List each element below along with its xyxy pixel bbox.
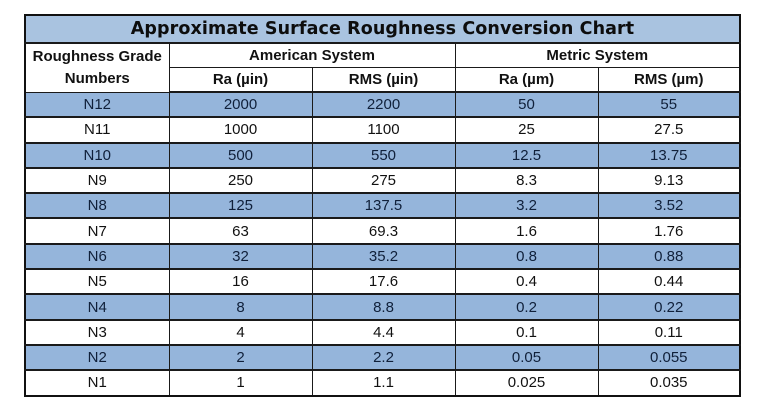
metric-ra-cell: 0.1 <box>454 319 599 346</box>
metric-rms-cell: 13.75 <box>597 142 741 169</box>
roughness-conversion-table: Approximate Surface Roughness Conversion… <box>24 14 742 397</box>
grade-header-line1: Roughness Grade <box>32 47 162 65</box>
table-row: N12 2000 2200 50 55 <box>24 91 741 119</box>
american-rms-cell: 1.1 <box>311 369 456 396</box>
american-ra-cell: 250 <box>168 167 313 195</box>
grade-cell: N11 <box>24 116 170 144</box>
metric-rms-cell: 0.035 <box>597 369 741 396</box>
table-row: N10 500 550 12.5 13.75 <box>24 142 741 169</box>
grade-cell: N1 <box>24 369 170 396</box>
metric-rms-cell: 3.52 <box>597 192 741 220</box>
american-rms-cell: 17.6 <box>311 268 456 296</box>
metric-rms-cell: 55 <box>597 91 741 119</box>
american-rms-cell: 137.5 <box>311 192 456 220</box>
american-ra-cell: 125 <box>168 192 313 220</box>
american-ra-cell: 1000 <box>168 116 313 144</box>
table-row: N6 32 35.2 0.8 0.88 <box>24 243 741 271</box>
american-ra-cell: 500 <box>168 142 313 169</box>
american-ra-cell: 32 <box>168 243 313 271</box>
american-ra-cell: 2 <box>168 344 313 372</box>
sub-header-row: Ra (µin) RMS (µin) Ra (µm) RMS (µm) <box>25 67 741 93</box>
grade-cell: N9 <box>24 167 170 195</box>
american-system-header: American System <box>168 42 456 68</box>
table-row: N8 125 137.5 3.2 3.52 <box>24 192 741 220</box>
table-row: N1 1 1.1 0.025 0.035 <box>24 369 741 396</box>
table-row: N2 2 2.2 0.05 0.055 <box>24 344 741 372</box>
metric-ra-cell: 0.05 <box>454 344 599 372</box>
american-rms-cell: 550 <box>311 142 456 169</box>
table-row: N11 1000 1100 25 27.5 <box>24 116 741 144</box>
metric-rms-cell: 0.055 <box>597 344 741 372</box>
metric-rms-cell: 27.5 <box>597 116 741 144</box>
american-ra-cell: 8 <box>168 293 313 321</box>
metric-ra-cell: 0.025 <box>454 369 599 396</box>
metric-rms-cell: 1.76 <box>597 217 741 245</box>
grade-cell: N8 <box>24 192 170 220</box>
table-row: N4 8 8.8 0.2 0.22 <box>24 293 741 321</box>
metric-system-header: Metric System <box>454 42 741 68</box>
american-rms-cell: 69.3 <box>311 217 456 245</box>
metric-ra-cell: 0.8 <box>454 243 599 271</box>
metric-rms-cell: 0.88 <box>597 243 741 271</box>
american-rms-cell: 35.2 <box>311 243 456 271</box>
grade-cell: N7 <box>24 217 170 245</box>
metric-rms-header: RMS (µm) <box>597 67 741 93</box>
table-row: N9 250 275 8.3 9.13 <box>24 167 741 195</box>
title-row: Approximate Surface Roughness Conversion… <box>24 14 741 44</box>
table-row: N5 16 17.6 0.4 0.44 <box>24 268 741 296</box>
chart-title: Approximate Surface Roughness Conversion… <box>24 14 741 44</box>
american-ra-cell: 4 <box>168 319 313 346</box>
american-ra-cell: 2000 <box>168 91 313 119</box>
table-row: N7 63 69.3 1.6 1.76 <box>24 217 741 245</box>
table-row: N3 4 4.4 0.1 0.11 <box>24 319 741 346</box>
grade-cell: N12 <box>24 91 170 119</box>
metric-rms-cell: 0.22 <box>597 293 741 321</box>
american-rms-cell: 1100 <box>311 116 456 144</box>
metric-ra-cell: 3.2 <box>454 192 599 220</box>
grade-cell: N2 <box>24 344 170 372</box>
metric-ra-cell: 1.6 <box>454 217 599 245</box>
grade-cell: N3 <box>24 319 170 346</box>
american-rms-cell: 275 <box>311 167 456 195</box>
grade-column-header: Roughness Grade Numbers <box>24 42 170 93</box>
grade-header-line2: Numbers <box>64 69 130 87</box>
american-ra-cell: 63 <box>168 217 313 245</box>
metric-ra-cell: 12.5 <box>454 142 599 169</box>
american-rms-cell: 2200 <box>311 91 456 119</box>
metric-ra-cell: 8.3 <box>454 167 599 195</box>
metric-ra-cell: 0.4 <box>454 268 599 296</box>
grade-cell: N5 <box>24 268 170 296</box>
american-rms-cell: 2.2 <box>311 344 456 372</box>
conversion-chart: Approximate Surface Roughness Conversion… <box>24 14 742 397</box>
grade-cell: N4 <box>24 293 170 321</box>
metric-ra-cell: 25 <box>454 116 599 144</box>
american-ra-cell: 1 <box>168 369 313 396</box>
grade-cell: N10 <box>24 142 170 169</box>
metric-rms-cell: 0.11 <box>597 319 741 346</box>
american-rms-header: RMS (µin) <box>311 67 456 93</box>
american-rms-cell: 4.4 <box>311 319 456 346</box>
american-ra-header: Ra (µin) <box>168 67 313 93</box>
american-rms-cell: 8.8 <box>311 293 456 321</box>
metric-ra-cell: 0.2 <box>454 293 599 321</box>
metric-ra-cell: 50 <box>454 91 599 119</box>
metric-rms-cell: 0.44 <box>597 268 741 296</box>
group-header-row: Roughness Grade Numbers American System … <box>24 42 741 93</box>
grade-cell: N6 <box>24 243 170 271</box>
metric-rms-cell: 9.13 <box>597 167 741 195</box>
american-ra-cell: 16 <box>168 268 313 296</box>
metric-ra-header: Ra (µm) <box>454 67 599 93</box>
